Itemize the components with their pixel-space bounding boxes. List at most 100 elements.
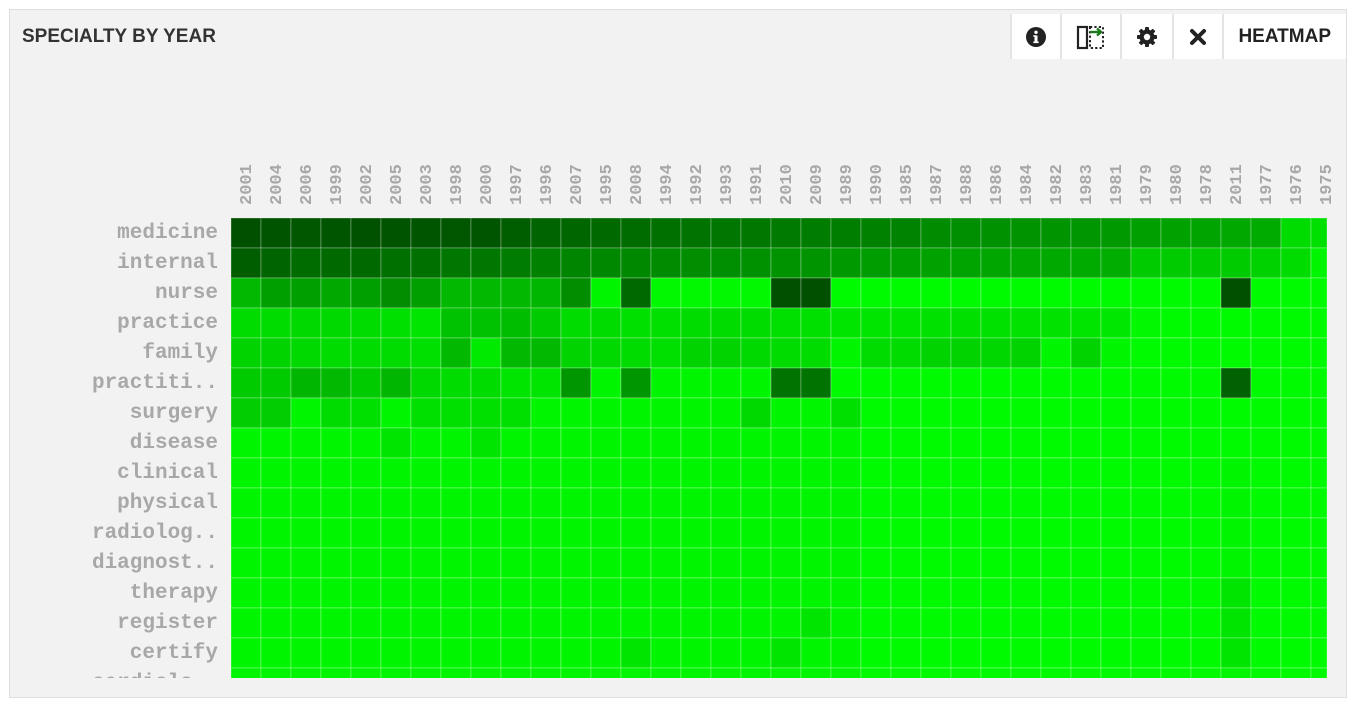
heatmap-cell[interactable]: [740, 218, 772, 249]
heatmap-cell[interactable]: [530, 277, 562, 309]
heatmap-cell[interactable]: [380, 427, 412, 459]
heatmap-cell[interactable]: [500, 457, 532, 489]
heatmap-cell[interactable]: [590, 667, 622, 697]
heatmap-cell[interactable]: [380, 607, 412, 639]
heatmap-cell[interactable]: [800, 517, 832, 549]
heatmap-cell[interactable]: [860, 577, 892, 609]
heatmap-cell[interactable]: [410, 667, 442, 697]
heatmap-cell[interactable]: [1040, 457, 1072, 489]
heatmap-cell[interactable]: [290, 367, 322, 399]
heatmap-cell[interactable]: [920, 607, 952, 639]
heatmap-cell[interactable]: [560, 218, 592, 249]
heatmap-cell[interactable]: [1070, 487, 1102, 519]
heatmap-cell[interactable]: [920, 397, 952, 429]
heatmap-cell[interactable]: [1160, 457, 1192, 489]
heatmap-cell[interactable]: [1190, 517, 1222, 549]
heatmap-cell[interactable]: [890, 667, 922, 697]
heatmap-cell[interactable]: [1310, 487, 1327, 519]
heatmap-cell[interactable]: [650, 667, 682, 697]
heatmap-cell[interactable]: [890, 637, 922, 669]
heatmap-cell[interactable]: [1160, 667, 1192, 697]
heatmap-cell[interactable]: [1280, 367, 1312, 399]
heatmap-cell[interactable]: [500, 427, 532, 459]
heatmap-cell[interactable]: [260, 457, 292, 489]
heatmap-cell[interactable]: [260, 487, 292, 519]
heatmap-cell[interactable]: [1220, 457, 1252, 489]
heatmap-cell[interactable]: [1250, 637, 1282, 669]
heatmap-cell[interactable]: [920, 337, 952, 369]
heatmap-cell[interactable]: [560, 277, 592, 309]
heatmap-cell[interactable]: [1070, 637, 1102, 669]
heatmap-cell[interactable]: [920, 307, 952, 339]
heatmap-cell[interactable]: [770, 427, 802, 459]
heatmap-cell[interactable]: [1220, 427, 1252, 459]
heatmap-cell[interactable]: [350, 397, 382, 429]
heatmap-cell[interactable]: [470, 517, 502, 549]
heatmap-cell[interactable]: [950, 487, 982, 519]
heatmap-cell[interactable]: [860, 367, 892, 399]
heatmap-cell[interactable]: [680, 307, 712, 339]
heatmap-cell[interactable]: [530, 577, 562, 609]
heatmap-cell[interactable]: [650, 307, 682, 339]
heatmap-cell[interactable]: [350, 218, 382, 249]
heatmap-cell[interactable]: [800, 427, 832, 459]
heatmap-cell[interactable]: [590, 218, 622, 249]
heatmap-cell[interactable]: [1070, 667, 1102, 697]
heatmap-cell[interactable]: [1310, 667, 1327, 697]
heatmap-cell[interactable]: [1250, 667, 1282, 697]
heatmap-cell[interactable]: [1040, 487, 1072, 519]
heatmap-cell[interactable]: [800, 397, 832, 429]
heatmap-cell[interactable]: [860, 607, 892, 639]
heatmap-cell[interactable]: [1160, 277, 1192, 309]
heatmap-cell[interactable]: [1160, 247, 1192, 279]
heatmap-cell[interactable]: [1070, 218, 1102, 249]
heatmap-cell[interactable]: [1070, 307, 1102, 339]
heatmap-cell[interactable]: [1040, 637, 1072, 669]
heatmap-cell[interactable]: [680, 427, 712, 459]
heatmap-cell[interactable]: [950, 247, 982, 279]
heatmap-cell[interactable]: [680, 337, 712, 369]
heatmap-cell[interactable]: [980, 607, 1012, 639]
heatmap-cell[interactable]: [800, 457, 832, 489]
heatmap-cell[interactable]: [1310, 218, 1327, 249]
heatmap-cell[interactable]: [470, 397, 502, 429]
heatmap-cell[interactable]: [860, 487, 892, 519]
heatmap-cell[interactable]: [1250, 218, 1282, 249]
heatmap-cell[interactable]: [710, 307, 742, 339]
heatmap-cell[interactable]: [1010, 667, 1042, 697]
heatmap-cell[interactable]: [1010, 427, 1042, 459]
heatmap-cell[interactable]: [800, 577, 832, 609]
heatmap-cell[interactable]: [1130, 457, 1162, 489]
heatmap-cell[interactable]: [1250, 247, 1282, 279]
heatmap-cell[interactable]: [950, 577, 982, 609]
heatmap-cell[interactable]: [1250, 517, 1282, 549]
heatmap-cell[interactable]: [1010, 607, 1042, 639]
heatmap-cell[interactable]: [560, 307, 592, 339]
heatmap-cell[interactable]: [770, 337, 802, 369]
heatmap-cell[interactable]: [950, 307, 982, 339]
heatmap-cell[interactable]: [1010, 547, 1042, 579]
heatmap-cell[interactable]: [1250, 307, 1282, 339]
heatmap-cell[interactable]: [1040, 577, 1072, 609]
heatmap-cell[interactable]: [1190, 307, 1222, 339]
heatmap-cell[interactable]: [1040, 247, 1072, 279]
heatmap-cell[interactable]: [290, 427, 322, 459]
heatmap-cell[interactable]: [650, 487, 682, 519]
heatmap-cell[interactable]: [1010, 337, 1042, 369]
heatmap-cell[interactable]: [1250, 547, 1282, 579]
heatmap-cell[interactable]: [680, 367, 712, 399]
heatmap-cell[interactable]: [380, 367, 412, 399]
heatmap-cell[interactable]: [1220, 337, 1252, 369]
heatmap-cell[interactable]: [1220, 277, 1252, 309]
heatmap-cell[interactable]: [1280, 487, 1312, 519]
heatmap-cell[interactable]: [1010, 637, 1042, 669]
heatmap-cell[interactable]: [710, 547, 742, 579]
heatmap-cell[interactable]: [770, 517, 802, 549]
heatmap-cell[interactable]: [470, 547, 502, 579]
heatmap-cell[interactable]: [500, 337, 532, 369]
heatmap-cell[interactable]: [680, 607, 712, 639]
heatmap-cell[interactable]: [770, 277, 802, 309]
heatmap-cell[interactable]: [710, 577, 742, 609]
heatmap-cell[interactable]: [1220, 487, 1252, 519]
heatmap-cell[interactable]: [440, 547, 472, 579]
